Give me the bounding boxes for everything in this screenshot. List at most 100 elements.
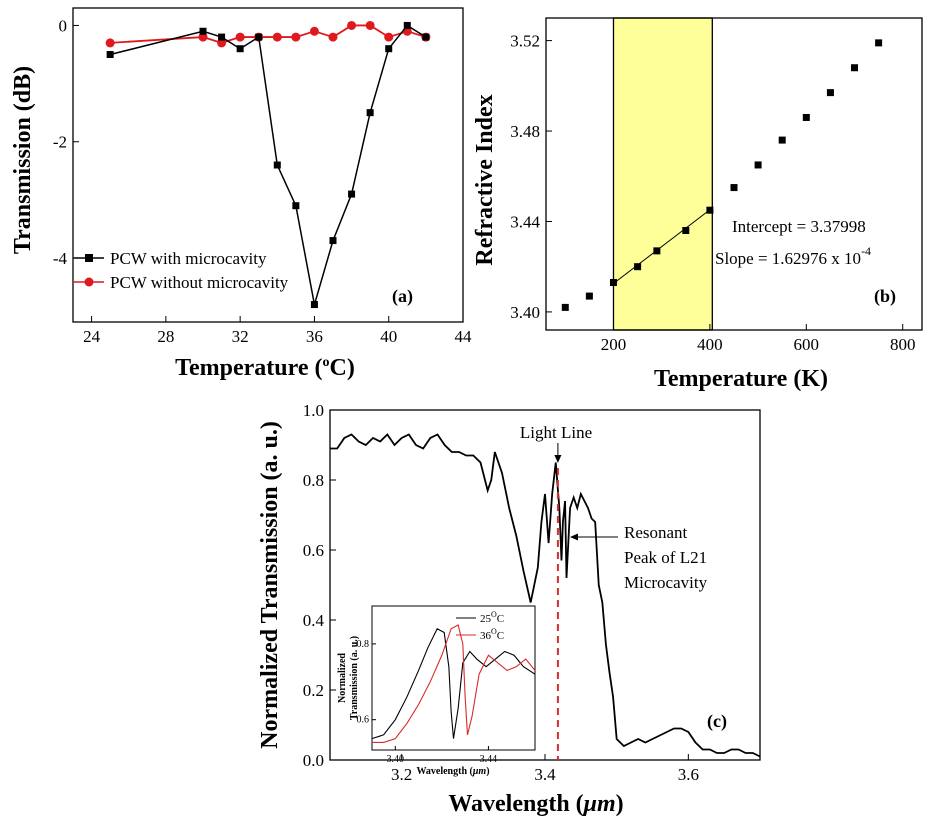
- panel-a-transmission-vs-temperature: 24 28 32 36 40 44 0 -2 -4 PCW with microcavity P…: [10, 7, 472, 381]
- refractive-index-point: [585, 292, 593, 300]
- data-point-without-microcavity: [328, 32, 338, 42]
- data-point-without-microcavity: [272, 32, 282, 42]
- panel-a-x-tick-label: 36: [306, 327, 323, 346]
- panel-a-x-tick-label: 28: [157, 327, 174, 346]
- panel-a-legend: PCW with microcavity PCW without microca…: [74, 249, 289, 292]
- data-point-with-microcavity: [366, 109, 374, 117]
- refractive-index-point: [706, 206, 714, 214]
- data-point-without-microcavity: [217, 38, 227, 48]
- panel-c-y-axis-title: Normalized Transmission (a. u.): [257, 421, 283, 749]
- panel-c-y-tick-label: 0.4: [303, 611, 325, 630]
- panel-c-y-tick-label: 0.8: [303, 471, 324, 490]
- data-point-with-microcavity: [310, 301, 318, 309]
- inset-ticks: 3.40 3.44 0.6 0.8: [357, 639, 498, 765]
- data-point-with-microcavity: [348, 190, 356, 198]
- series-line-without-microcavity: [110, 24, 427, 44]
- light-line-marker: [554, 443, 562, 760]
- panel-b-highlight-region: [612, 17, 713, 331]
- panel-c-y-tick-label: 0.6: [303, 541, 324, 560]
- data-point-with-microcavity: [329, 237, 337, 245]
- panel-c-x-axis-title: Wavelength (μm): [448, 791, 623, 817]
- data-point-with-microcavity: [255, 33, 263, 41]
- inset-legend: 25OC 36OC: [456, 610, 504, 642]
- inset-x-tick-label: 3.40: [387, 754, 405, 765]
- inset-y-axis-title-line-2: Transmission (a. u.): [349, 636, 360, 720]
- slope-annotation: Slope = 1.62976 x 10-4: [715, 244, 871, 268]
- data-point-without-microcavity: [235, 32, 245, 42]
- refractive-index-point: [609, 279, 617, 287]
- inset-x-axis-title: Wavelength (μm): [416, 766, 489, 777]
- refractive-index-point: [653, 247, 661, 255]
- inset-line-25c: [371, 627, 536, 740]
- panel-a-ticks: 24 28 32 36 40 44 0 -2 -4: [53, 16, 472, 346]
- intercept-annotation: Intercept = 3.37998: [732, 217, 866, 236]
- panel-b-refractive-index-vs-temperature: 200 400 600 800 3.40 3.44 3.48 3.52 Intercept =…: [472, 17, 923, 392]
- refractive-index-point: [682, 227, 690, 235]
- refractive-index-point: [634, 263, 642, 271]
- resonance-annotation-line-1: Resonant: [624, 523, 688, 542]
- legend-label-with-microcavity: PCW with microcavity: [110, 249, 267, 268]
- panel-b-series: [561, 39, 883, 311]
- panel-c-y-tick-label: 1.0: [303, 401, 324, 420]
- panel-b-y-tick-label: 3.52: [510, 32, 540, 51]
- panel-a-y-tick-label: -2: [53, 133, 67, 152]
- inset-line-36c: [372, 624, 536, 743]
- resonance-annotation-line-2: Peak of L21: [624, 548, 707, 567]
- panel-a-x-tick-label: 32: [232, 327, 249, 346]
- panel-b-y-tick-label: 3.48: [510, 122, 540, 141]
- linear-fit-line: [613, 209, 711, 284]
- panel-a-plot-frame: [72, 7, 464, 323]
- panel-c-y-tick-label: 0.2: [303, 681, 324, 700]
- panel-c-normalized-transmission-vs-wavelength: 3.2 3.4 3.6 0.0 0.2 0.4 0.6 0.8 1.0 Light Line R…: [257, 401, 761, 817]
- data-point-without-microcavity: [365, 20, 375, 30]
- refractive-index-point: [561, 303, 569, 311]
- refractive-index-point: [826, 89, 834, 97]
- panel-c-x-tick-label: 3.6: [678, 765, 699, 784]
- data-point-without-microcavity: [105, 38, 115, 48]
- panel-a-x-tick-label: 44: [455, 327, 473, 346]
- panel-c-ticks: 3.2 3.4 3.6 0.0 0.2 0.4 0.6 0.8 1.0: [303, 401, 699, 784]
- panel-c-x-tick-label: 3.2: [391, 765, 412, 784]
- legend-marker-without-microcavity: [84, 277, 94, 287]
- panel-b-x-tick-label: 600: [794, 335, 820, 354]
- inset-legend-label-25c: 25OC: [480, 610, 504, 625]
- data-point-without-microcavity: [309, 26, 319, 36]
- refractive-index-point: [851, 64, 859, 72]
- data-point-with-microcavity: [218, 33, 226, 41]
- panel-a-x-tick-label: 24: [83, 327, 101, 346]
- panel-b-label: (b): [874, 286, 896, 307]
- panel-a-axes: [72, 7, 464, 323]
- data-point-with-microcavity: [236, 45, 244, 53]
- panel-c-label: (c): [707, 711, 727, 732]
- inset-y-axis-title-line-1: Normalized: [337, 653, 348, 703]
- panel-b-x-tick-label: 400: [697, 335, 723, 354]
- inset-frame: [371, 605, 536, 751]
- inset-series: [371, 624, 536, 743]
- panel-a-y-tick-label: 0: [59, 16, 68, 35]
- panel-c-series: [330, 433, 761, 758]
- data-point-without-microcavity: [347, 20, 357, 30]
- transmission-spectrum-line: [330, 433, 761, 758]
- legend-label-without-microcavity: PCW without microcavity: [110, 273, 289, 292]
- panel-a-label: (a): [392, 286, 413, 307]
- refractive-index-point: [802, 113, 810, 121]
- inset-x-tick-label: 3.44: [480, 754, 498, 765]
- data-point-without-microcavity: [198, 32, 208, 42]
- data-point-with-microcavity: [385, 45, 393, 53]
- data-point-without-microcavity: [291, 32, 301, 42]
- inset-y-tick-label: 0.8: [357, 639, 370, 650]
- refractive-index-point: [778, 136, 786, 144]
- panel-a-y-tick-label: -4: [53, 249, 68, 268]
- panel-b-ticks: 200 400 600 800 3.40 3.44 3.48 3.52: [510, 32, 915, 354]
- data-point-with-microcavity: [106, 51, 114, 59]
- light-line-label: Light Line: [520, 423, 592, 442]
- panel-a-y-axis-title: Transmission (dB): [10, 66, 36, 254]
- panel-b-y-axis-title: Refractive Index: [472, 94, 498, 265]
- panel-c-y-tick-label: 0.0: [303, 751, 324, 770]
- linear-fit-region: [612, 17, 713, 331]
- panel-b-x-tick-label: 800: [890, 335, 916, 354]
- data-point-with-microcavity: [199, 27, 207, 35]
- inset-y-tick-label: 0.6: [357, 715, 370, 726]
- data-point-with-microcavity: [292, 202, 300, 210]
